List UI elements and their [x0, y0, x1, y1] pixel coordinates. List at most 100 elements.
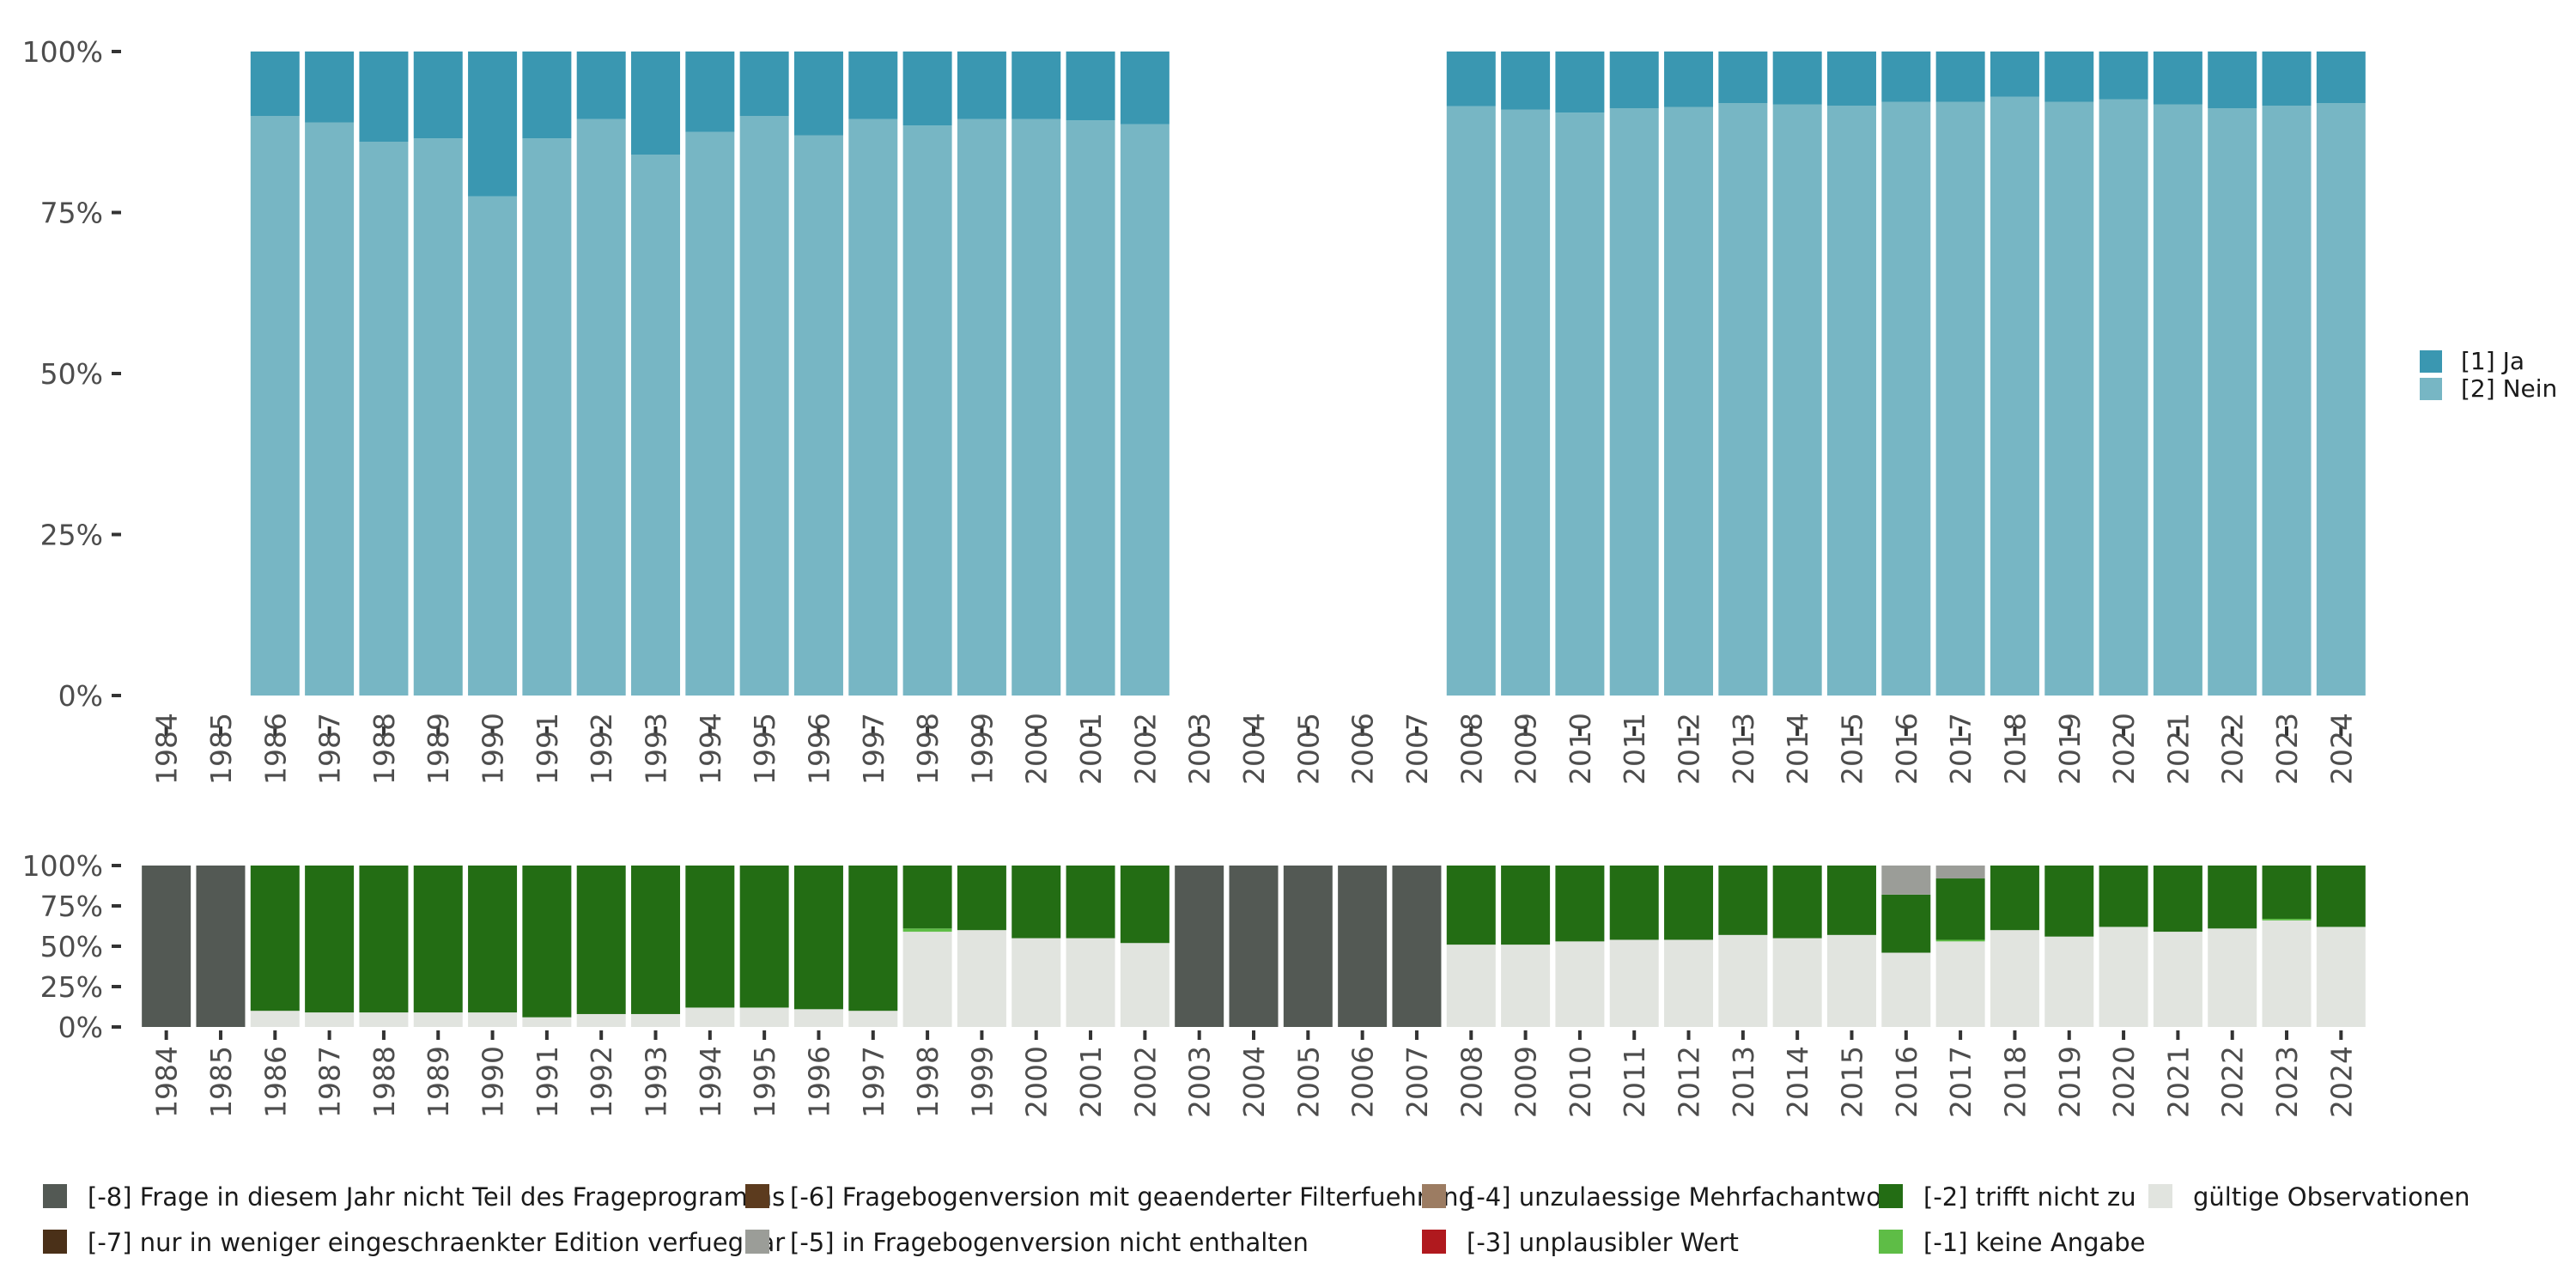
bottom-x-tick-label: 1996	[802, 1046, 835, 1118]
bottom-x-tick-label: 2021	[2161, 1046, 2195, 1118]
top-bar-1987-1-ja	[305, 52, 355, 123]
bottom-x-tick-label: 1991	[531, 1046, 564, 1118]
bottom-bar-1999-g-ltige-observationen	[957, 930, 1006, 1027]
top-bar-1986-1-ja	[250, 52, 300, 116]
top-x-tick-label: 2015	[1835, 713, 1868, 785]
bottom-x-tick-label: 2019	[2053, 1046, 2087, 1118]
bottom-bar-1996-2-trifft-nicht-zu	[793, 866, 843, 1010]
top-y-tick-label: 0%	[58, 679, 103, 713]
bottom-y-tick-label: 100%	[22, 849, 103, 883]
bottom-y-tick-label: 0%	[58, 1011, 103, 1044]
top-bar-1990-2-nein	[468, 196, 518, 696]
bottom-x-tick-label: 2005	[1291, 1046, 1325, 1118]
bottom-bar-2018-2-trifft-nicht-zu	[1990, 866, 2039, 931]
top-bar-2024-1-ja	[2316, 52, 2366, 103]
bottom-bar-2019-g-ltige-observationen	[2044, 936, 2094, 1027]
top-x-tick-label: 2018	[1998, 713, 2032, 785]
legend-key-2-trifft-nicht-zu	[1879, 1184, 1903, 1208]
top-bar-2009-1-ja	[1501, 52, 1551, 110]
top-x-tick-label: 2021	[2161, 713, 2195, 785]
top-x-tick-label: 1998	[911, 713, 945, 785]
bottom-bar-2010-g-ltige-observationen	[1555, 941, 1605, 1027]
top-x-tick-label: 1996	[802, 713, 835, 785]
bottom-x-tick-label: 2011	[1618, 1046, 1651, 1118]
bottom-bar-1998-g-ltige-observationen	[902, 932, 952, 1027]
bottom-bar-1998-1-keine-angabe	[902, 928, 952, 933]
top-bar-1989-1-ja	[413, 52, 463, 139]
top-bar-2008-1-ja	[1446, 52, 1496, 106]
top-x-tick-label: 1994	[694, 713, 727, 785]
bottom-chart: 0% 25% 50% 75% 100% 1984 1985 1986 1987 1988 1989 1…	[22, 849, 2366, 1118]
bottom-x-tick-label: 1989	[422, 1046, 455, 1118]
bottom-bar-1991-g-ltige-observationen	[522, 1017, 572, 1027]
top-bar-2002-2-nein	[1120, 124, 1170, 696]
bottom-bar-2016-g-ltige-observationen	[1881, 952, 1931, 1027]
bottom-bar-1995-g-ltige-observationen	[739, 1007, 789, 1027]
bottom-bar-2009-g-ltige-observationen	[1501, 945, 1551, 1027]
top-bar-2023-1-ja	[2262, 52, 2312, 106]
top-bar-1999-1-ja	[957, 52, 1006, 119]
bottom-bar-2016-5-in-fragebogenversion-nicht-enthalten	[1881, 866, 1931, 895]
top-bar-2022-2-nein	[2208, 108, 2257, 696]
bottom-bar-2023-1-keine-angabe	[2262, 919, 2312, 920]
bottom-x-tick-label: 2015	[1835, 1046, 1868, 1118]
bottom-bar-1995-2-trifft-nicht-zu	[739, 866, 789, 1008]
bottom-x-tick-label: 2007	[1400, 1046, 1434, 1118]
top-x-tick-label: 2005	[1291, 713, 1325, 785]
bottom-bar-1987-g-ltige-observationen	[305, 1012, 355, 1027]
bottom-x-tick-label: 2012	[1673, 1046, 1706, 1118]
top-x-tick-label: 1990	[477, 713, 510, 785]
top-bar-2014-2-nein	[1772, 104, 1822, 696]
top-x-tick-label: 2019	[2053, 713, 2087, 785]
top-bar-2023-2-nein	[2262, 106, 2312, 696]
top-bar-1995-2-nein	[739, 116, 789, 696]
bottom-x-tick-label: 2003	[1183, 1046, 1217, 1118]
bottom-bar-1985-8-frage-in-diesem-jahr-nicht-teil-des-frageprogramms	[196, 866, 246, 1027]
top-bar-2019-1-ja	[2044, 52, 2094, 102]
top-x-tick-label: 2001	[1074, 713, 1108, 785]
bottom-bar-2016-2-trifft-nicht-zu	[1881, 894, 1931, 953]
bottom-x-tick-label: 1993	[640, 1046, 673, 1118]
legend-key-8-frage-in-diesem-jahr-nicht-teil-des-frageprogramms	[43, 1184, 67, 1208]
top-bar-2020-1-ja	[2099, 52, 2148, 100]
bottom-x-tick-label: 2024	[2324, 1046, 2358, 1118]
top-bar-2011-1-ja	[1609, 52, 1659, 108]
top-bar-2014-1-ja	[1772, 52, 1822, 105]
top-bar-2017-2-nein	[1935, 101, 1985, 696]
bottom-x-tick-label: 1990	[477, 1046, 510, 1118]
bottom-bar-2018-g-ltige-observationen	[1990, 930, 2039, 1027]
top-bar-2001-2-nein	[1066, 120, 1115, 696]
bottom-bar-1990-2-trifft-nicht-zu	[468, 866, 518, 1013]
top-bar-1991-2-nein	[522, 138, 572, 696]
top-bar-2012-1-ja	[1664, 52, 1714, 107]
top-x-tick-label: 1993	[640, 713, 673, 785]
top-x-tick-label: 2010	[1564, 713, 1597, 785]
bottom-bar-2009-2-trifft-nicht-zu	[1501, 866, 1551, 945]
bottom-bar-2024-2-trifft-nicht-zu	[2316, 866, 2366, 927]
legend-key-7-nur-in-weniger-eingeschraenkter-edition-verfuegbar	[43, 1230, 67, 1254]
bottom-bar-2001-g-ltige-observationen	[1066, 938, 1115, 1027]
bottom-x-tick-label: 2022	[2216, 1046, 2250, 1118]
bottom-bar-2012-2-trifft-nicht-zu	[1664, 866, 1714, 940]
top-bar-2015-2-nein	[1826, 106, 1876, 696]
bottom-bar-2003-8-frage-in-diesem-jahr-nicht-teil-des-frageprogramms	[1175, 866, 1224, 1027]
top-x-tick-label: 1989	[422, 713, 455, 785]
bottom-bar-2022-g-ltige-observationen	[2208, 928, 2257, 1027]
top-bar-2024-2-nein	[2316, 103, 2366, 696]
bottom-bar-1986-g-ltige-observationen	[250, 1011, 300, 1027]
top-bar-2013-1-ja	[1718, 52, 1768, 103]
top-bar-1993-1-ja	[631, 52, 681, 155]
bottom-bar-2007-8-frage-in-diesem-jahr-nicht-teil-des-frageprogramms	[1392, 866, 1442, 1027]
bottom-bar-2008-2-trifft-nicht-zu	[1446, 866, 1496, 945]
bottom-bar-2000-g-ltige-observationen	[1012, 938, 1061, 1027]
bottom-x-tick-label: 1994	[694, 1046, 727, 1118]
top-bar-2010-2-nein	[1555, 112, 1605, 696]
bottom-x-tick-label: 1998	[911, 1046, 945, 1118]
bottom-x-tick-label: 2009	[1510, 1046, 1543, 1118]
top-bar-1986-2-nein	[250, 116, 300, 696]
top-x-tick-label: 1988	[368, 713, 401, 785]
top-bar-2016-2-nein	[1881, 101, 1931, 696]
top-bar-2010-1-ja	[1555, 52, 1605, 113]
bottom-bar-2015-g-ltige-observationen	[1826, 934, 1876, 1027]
bottom-bar-1994-2-trifft-nicht-zu	[685, 866, 735, 1008]
